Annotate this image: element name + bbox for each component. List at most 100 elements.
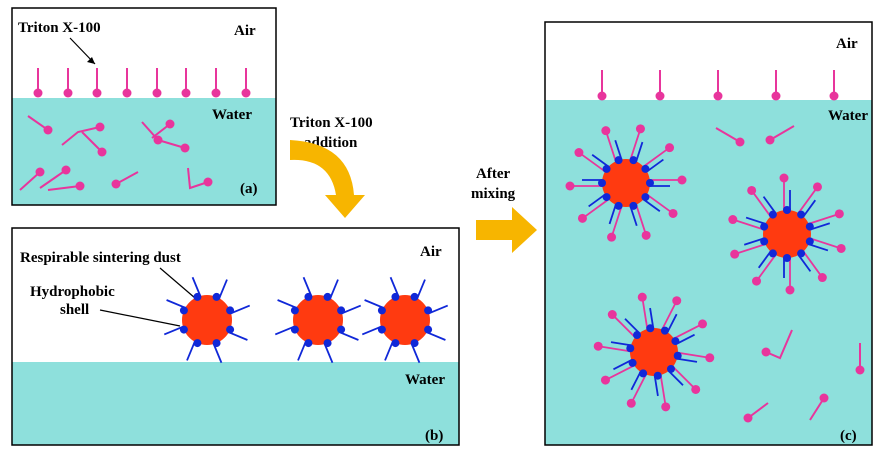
shell-dot bbox=[424, 326, 432, 334]
surfactant-head bbox=[752, 277, 761, 286]
surfactant-head bbox=[204, 178, 213, 187]
surfactant-head bbox=[780, 174, 789, 183]
arrow bbox=[290, 140, 365, 218]
shell-dot bbox=[633, 331, 641, 339]
arrow-label: mixing bbox=[471, 186, 516, 202]
pointer bbox=[160, 268, 195, 298]
water-c bbox=[545, 100, 872, 445]
shell-dot bbox=[783, 254, 791, 262]
hydrophobic-chain bbox=[325, 344, 333, 362]
surfactant-head bbox=[813, 182, 822, 191]
air-label: Air bbox=[836, 36, 858, 52]
surfactant-head bbox=[669, 209, 678, 218]
shell-dot bbox=[667, 365, 675, 373]
pointer bbox=[100, 310, 180, 326]
surfactant-head bbox=[578, 214, 587, 223]
surfactant-head bbox=[661, 402, 670, 411]
shell-dot bbox=[674, 352, 682, 360]
surfactant-head bbox=[153, 89, 162, 98]
air-label: Air bbox=[420, 244, 442, 260]
water-b bbox=[12, 362, 459, 445]
label: Respirable sintering dust bbox=[20, 250, 181, 266]
surfactant-head bbox=[627, 399, 636, 408]
surfactant-head bbox=[638, 293, 647, 302]
hydrophobic-chain bbox=[219, 280, 227, 298]
shell-dot bbox=[615, 202, 623, 210]
shell-dot bbox=[291, 326, 299, 334]
shell-dot bbox=[603, 165, 611, 173]
shell-dot bbox=[180, 306, 188, 314]
dust-particle bbox=[380, 295, 430, 345]
surfactant-head bbox=[574, 148, 583, 157]
surfactant-head bbox=[678, 176, 687, 185]
surfactant-head bbox=[594, 342, 603, 351]
shell-dot bbox=[324, 293, 332, 301]
shell-dot bbox=[213, 293, 221, 301]
hydrophobic-chain bbox=[412, 344, 420, 362]
shell-dot bbox=[629, 202, 637, 210]
surfactant-head bbox=[786, 286, 795, 295]
hydrophobic-chain bbox=[429, 306, 447, 314]
air-label: Air bbox=[234, 23, 256, 39]
shell-dot bbox=[291, 306, 299, 314]
dust-particle bbox=[293, 295, 343, 345]
surfactant-head bbox=[762, 348, 771, 357]
shell-dot bbox=[639, 369, 647, 377]
shell-dot bbox=[641, 193, 649, 201]
shell-dot bbox=[783, 206, 791, 214]
surfactant-head bbox=[772, 92, 781, 101]
shell-dot bbox=[671, 337, 679, 345]
label: Triton X-100 bbox=[18, 20, 101, 36]
hydrophobic-chain bbox=[164, 327, 182, 335]
hydrophobic-chain bbox=[340, 332, 358, 340]
surfactant-head bbox=[601, 376, 610, 385]
surfactant-head bbox=[212, 89, 221, 98]
arrow bbox=[476, 207, 537, 253]
surfactant-head bbox=[62, 166, 71, 175]
shell-dot bbox=[598, 179, 606, 187]
hydrophobic-chain bbox=[391, 277, 399, 295]
shell-dot bbox=[337, 306, 345, 314]
shell-dot bbox=[378, 306, 386, 314]
shell-dot bbox=[641, 165, 649, 173]
surfactant-head bbox=[656, 92, 665, 101]
shell-dot bbox=[337, 326, 345, 334]
water-label: Water bbox=[405, 372, 445, 388]
surfactant-head bbox=[835, 209, 844, 218]
surfactant-head bbox=[96, 123, 105, 132]
hydrophobic-chain bbox=[362, 327, 380, 335]
surfactant-head bbox=[705, 353, 714, 362]
shell-dot bbox=[806, 237, 814, 245]
hydrophobic-chain bbox=[231, 306, 249, 314]
surfactant-head bbox=[830, 92, 839, 101]
hydrophobic-chain bbox=[187, 342, 195, 360]
shell-dot bbox=[411, 293, 419, 301]
shell-dot bbox=[193, 293, 201, 301]
shell-dot bbox=[324, 339, 332, 347]
shell-dot bbox=[603, 193, 611, 201]
surfactant-head bbox=[598, 92, 607, 101]
hydrophobic-chain bbox=[275, 327, 293, 335]
surfactant-head bbox=[112, 180, 121, 189]
surfactant-head bbox=[714, 92, 723, 101]
shell-dot bbox=[769, 249, 777, 257]
arrow-label: After bbox=[476, 166, 510, 182]
shell-dot bbox=[769, 211, 777, 219]
water-label: Water bbox=[212, 107, 252, 123]
surfactant-head bbox=[837, 244, 846, 253]
surfactant-head bbox=[747, 186, 756, 195]
hydrophobic-chain bbox=[427, 332, 445, 340]
shell-dot bbox=[226, 326, 234, 334]
surfactant-head bbox=[820, 394, 829, 403]
tag: (a) bbox=[240, 181, 258, 197]
shell-dot bbox=[797, 211, 805, 219]
shell-dot bbox=[304, 339, 312, 347]
surfactant-head bbox=[766, 136, 775, 145]
surfactant-head bbox=[64, 89, 73, 98]
shell-dot bbox=[654, 372, 662, 380]
surfactant-head bbox=[93, 89, 102, 98]
surfactant-head bbox=[36, 168, 45, 177]
hydrophobic-chain bbox=[298, 342, 306, 360]
surfactant-head bbox=[181, 144, 190, 153]
hydrophobic-chain bbox=[229, 332, 247, 340]
